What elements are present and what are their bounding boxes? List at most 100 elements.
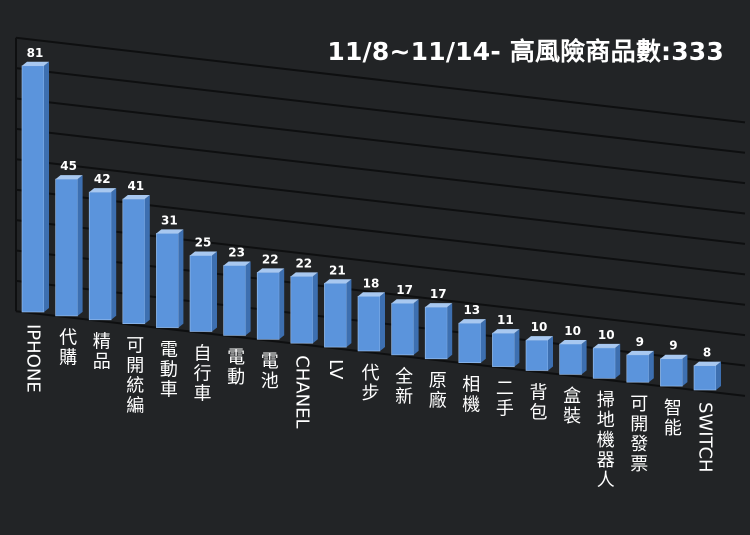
bar-top [223,261,251,266]
bar-top [55,175,83,180]
bar-side [514,329,520,367]
data-label: 10 [598,328,615,342]
bar [592,343,621,379]
gridline [15,36,746,124]
bar-top [559,340,587,344]
bar [256,268,285,340]
bar [626,350,654,383]
bar [88,188,117,321]
bar-side [648,350,654,383]
data-label: 8 [703,346,711,360]
data-label: 17 [396,283,413,297]
bar-side [111,188,117,320]
bar-front [458,322,482,363]
category-label: 全新 [392,367,413,407]
data-label: 21 [329,263,346,277]
category-label: IPHONE [23,324,44,393]
data-label: 10 [531,320,548,334]
data-label: 17 [430,287,447,301]
bar-front [492,332,515,367]
bar-front [156,233,179,328]
bar-front [223,265,246,336]
bar-top [425,303,453,308]
bar-front [592,347,616,379]
bar-front [559,343,582,375]
bar-top [694,361,721,366]
bar [693,361,721,391]
data-label: 23 [228,245,245,259]
bar-side [447,303,453,359]
bar-front [424,306,448,360]
bar [458,319,486,363]
bar-side [581,340,587,375]
bar-top [257,268,285,273]
bar-front [525,339,549,371]
category-label: SWITCH [695,402,716,473]
bar [21,61,49,313]
bar [223,261,251,336]
category-label: 自行車 [191,343,212,403]
bar-side [245,261,251,336]
bar-side [548,336,553,371]
bar [156,229,184,328]
data-label: 25 [195,236,212,250]
bar [391,299,419,356]
bar-front [391,302,414,356]
data-label: 45 [60,159,77,173]
bar-top [492,329,520,334]
gridline [15,97,746,185]
bar-side [212,251,217,332]
category-label: 相機 [459,375,480,415]
data-label: 41 [127,179,144,193]
bar-front [256,272,280,340]
data-label: 81 [27,46,44,60]
bar-front [693,365,717,391]
bar-top [290,272,318,277]
bar-side [716,361,721,390]
category-label: LV [325,359,346,380]
bar-top [660,354,688,359]
category-label: 原廠 [426,371,447,411]
bar-front [626,354,650,383]
bar-top [22,61,49,66]
bar-side [346,279,352,348]
data-label: 31 [161,213,178,227]
data-label: 11 [497,313,514,327]
bar-top [324,279,352,284]
bar [660,354,688,387]
category-label: 智能 [661,398,682,438]
category-label: 可開統編 [123,336,144,416]
bar [55,175,83,317]
category-label: 電動 [224,347,245,387]
data-label: 9 [669,339,677,353]
category-label: 精品 [90,332,111,372]
category-label: 背包 [527,382,548,422]
data-label: 9 [636,335,644,349]
gridline [15,127,746,215]
bar-top [190,251,217,256]
data-label: 22 [262,252,279,266]
bar-front [21,65,45,313]
category-label: 電動車 [157,340,178,400]
bar-top [593,343,621,348]
bar-side [178,229,184,328]
bar-front [189,255,213,332]
category-label: 代步 [359,363,380,403]
bar-front [88,191,112,321]
gridline [15,310,746,397]
bar-top [122,195,150,200]
bar-side [279,268,285,340]
category-label: 可開發票 [627,394,648,474]
bar-side [44,61,49,313]
bar [122,195,150,324]
bar [357,292,385,352]
category-label: CHANEL [291,355,312,428]
bar-side [77,175,83,316]
bar-front [660,358,683,387]
bar-front [122,198,146,324]
data-label: 10 [564,324,581,338]
bar-side [312,272,318,344]
category-label: 電池 [258,351,279,391]
bar-top [458,319,486,324]
bar-top [391,299,419,304]
